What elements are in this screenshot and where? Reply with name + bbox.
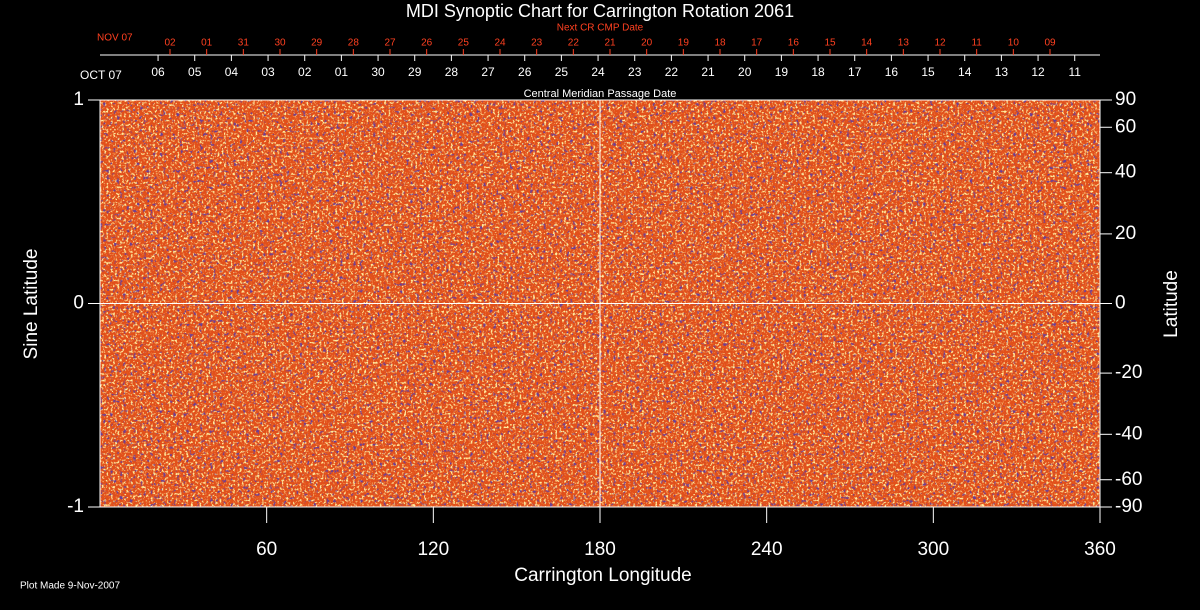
top2-tick-label: 20 bbox=[641, 38, 653, 49]
y2-tick-label: -40 bbox=[1115, 423, 1142, 444]
chart-title: MDI Synoptic Chart for Carrington Rotati… bbox=[406, 1, 794, 21]
top2-tick-label: 19 bbox=[678, 38, 690, 49]
top-tick-label: 21 bbox=[701, 65, 715, 79]
top2-tick-label: 09 bbox=[1044, 38, 1056, 49]
top-tick-label: 24 bbox=[591, 65, 605, 79]
top-tick-label: 01 bbox=[335, 65, 349, 79]
top-label: Central Meridian Passage Date bbox=[524, 88, 677, 100]
top-tick-label: 18 bbox=[811, 65, 825, 79]
top2-tick-label: 30 bbox=[274, 38, 286, 49]
x-axis-label: Carrington Longitude bbox=[514, 565, 691, 586]
footnote: Plot Made 9-Nov-2007 bbox=[20, 581, 120, 592]
top-tick-label: 02 bbox=[298, 65, 312, 79]
y-tick-label: 1 bbox=[73, 89, 84, 110]
top2-tick-label: 15 bbox=[824, 38, 836, 49]
top2-tick-label: 10 bbox=[1008, 38, 1020, 49]
y2-tick-label: 40 bbox=[1115, 162, 1136, 183]
top-tick-label: 13 bbox=[995, 65, 1009, 79]
y2-tick-label: 20 bbox=[1115, 223, 1136, 244]
top2-tick-label: 13 bbox=[898, 38, 910, 49]
y-tick-label: 0 bbox=[73, 293, 84, 314]
x-tick-label: 240 bbox=[751, 539, 783, 560]
x-tick-label: 180 bbox=[584, 539, 616, 560]
top-tick-label: 27 bbox=[481, 65, 495, 79]
top-tick-label: 05 bbox=[188, 65, 202, 79]
top2-tick-label: 25 bbox=[458, 38, 470, 49]
top-tick-label: 03 bbox=[261, 65, 275, 79]
top2-tick-label: 11 bbox=[971, 38, 982, 49]
top-tick-label: 20 bbox=[738, 65, 752, 79]
top-tick-label: 11 bbox=[1068, 65, 1081, 79]
top2-tick-label: 16 bbox=[788, 38, 800, 49]
top2-tick-label: 18 bbox=[714, 38, 726, 49]
y2-tick-label: 60 bbox=[1115, 116, 1136, 137]
top-tick-label: 17 bbox=[848, 65, 862, 79]
y2-tick-label: -60 bbox=[1115, 469, 1142, 490]
y2-axis-label: Latitude bbox=[1161, 270, 1182, 338]
top2-tick-label: 23 bbox=[531, 38, 543, 49]
x-tick-label: 60 bbox=[256, 539, 277, 560]
top-tick-label: 04 bbox=[225, 65, 239, 79]
y2-tick-label: -20 bbox=[1115, 362, 1142, 383]
top2-tick-label: 29 bbox=[311, 38, 323, 49]
top2-tick-label: 01 bbox=[201, 38, 213, 49]
top2-tick-label: 28 bbox=[348, 38, 360, 49]
y-axis-label: Sine Latitude bbox=[21, 249, 42, 360]
top2-tick-label: 02 bbox=[164, 38, 176, 49]
x-tick-label: 300 bbox=[917, 539, 949, 560]
top2-tick-label: 31 bbox=[238, 38, 250, 49]
top2-tick-label: 24 bbox=[494, 38, 506, 49]
y2-tick-label: 0 bbox=[1115, 293, 1126, 314]
top-tick-label: 12 bbox=[1031, 65, 1045, 79]
y2-tick-label: 90 bbox=[1115, 89, 1136, 110]
top-tick-label: 06 bbox=[151, 65, 165, 79]
top-tick-label: 19 bbox=[775, 65, 789, 79]
top2-tick-label: 17 bbox=[751, 38, 763, 49]
top2-start: NOV 07 bbox=[97, 33, 133, 44]
top-tick-label: 16 bbox=[885, 65, 899, 79]
top2-tick-label: 26 bbox=[421, 38, 433, 49]
top-tick-label: 15 bbox=[921, 65, 935, 79]
top-tick-label: 30 bbox=[371, 65, 385, 79]
top-tick-label: 23 bbox=[628, 65, 642, 79]
top2-tick-label: 21 bbox=[604, 38, 616, 49]
top-tick-label: 14 bbox=[958, 65, 972, 79]
top-tick-label: 22 bbox=[665, 65, 679, 79]
top2-tick-label: 14 bbox=[861, 38, 873, 49]
top2-tick-label: 22 bbox=[568, 38, 580, 49]
top-start: OCT 07 bbox=[80, 68, 122, 82]
y-tick-label: -1 bbox=[67, 496, 84, 517]
top2-tick-label: 27 bbox=[384, 38, 396, 49]
top2-label: Next CR CMP Date bbox=[557, 23, 644, 34]
top-tick-label: 26 bbox=[518, 65, 532, 79]
x-tick-label: 360 bbox=[1084, 539, 1116, 560]
top-tick-label: 29 bbox=[408, 65, 422, 79]
top-tick-label: 28 bbox=[445, 65, 459, 79]
x-tick-label: 120 bbox=[417, 539, 449, 560]
top2-tick-label: 12 bbox=[934, 38, 946, 49]
top-tick-label: 25 bbox=[555, 65, 569, 79]
y2-tick-label: -90 bbox=[1115, 496, 1142, 517]
